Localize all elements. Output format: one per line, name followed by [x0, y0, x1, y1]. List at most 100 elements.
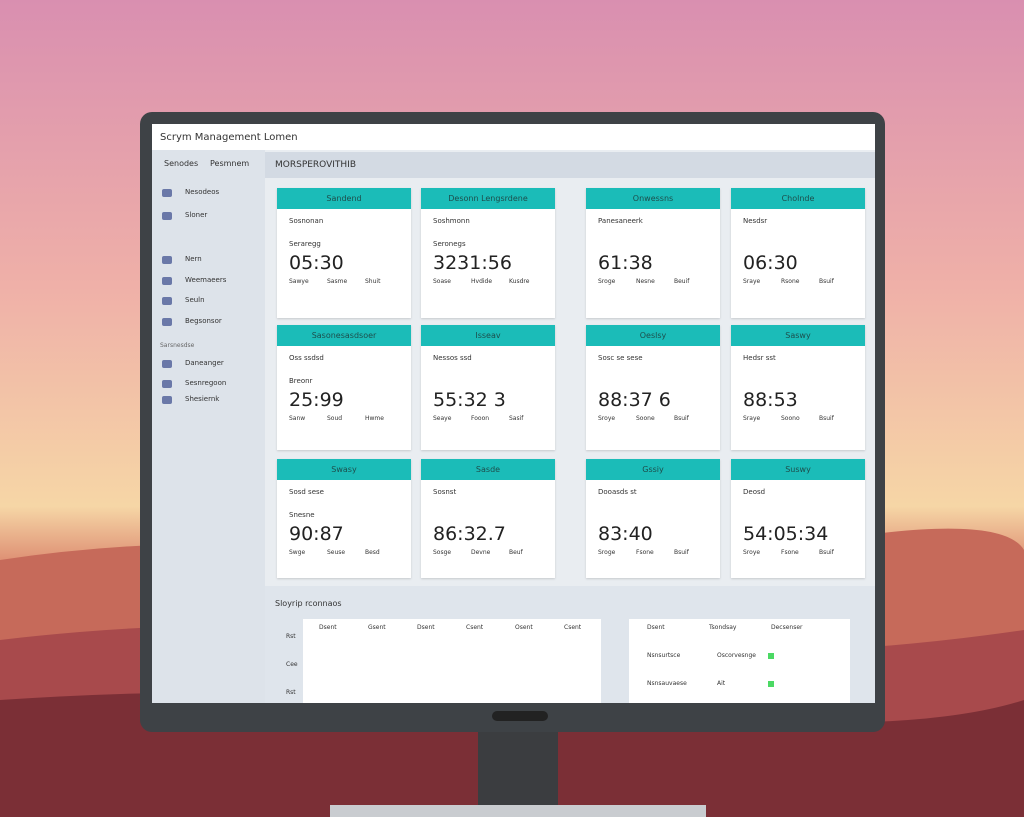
table-header: Decsenser — [771, 624, 803, 631]
card-subtitle: Deosd — [743, 488, 766, 496]
status-dot — [768, 681, 774, 687]
sidebar-icon — [162, 189, 172, 197]
right-table — [629, 619, 850, 703]
card: Desonn Lengsrdene Soshmonn Seronegs 3231:56… — [421, 188, 555, 318]
card-footer-item: Sraye — [743, 278, 761, 285]
sidebar-item[interactable]: Nern — [185, 255, 202, 263]
card: Isseav Nessos ssd 55:32 3 Seaye Fooon Sasif — [421, 325, 555, 450]
table-cell: Nsnsauvaese — [647, 680, 687, 687]
table-header: Gsent — [368, 624, 386, 631]
card-header: Sasde — [421, 459, 555, 480]
card-header: Isseav — [421, 325, 555, 346]
table-header: Dsent — [417, 624, 435, 631]
card-footer-item: Bsuif — [674, 415, 689, 422]
table-cell: Ait — [717, 680, 726, 687]
sidebar-tab: Senodes — [164, 159, 199, 168]
table-cell: Oscorvesnge — [717, 652, 756, 659]
card-footer-item: Sosge — [433, 549, 452, 556]
sidebar-item[interactable]: Nesodeos — [185, 188, 220, 196]
card-subtitle: Nessos ssd — [433, 354, 472, 362]
card-header: Cholnde — [731, 188, 865, 209]
table-header: Tsondsay — [709, 624, 737, 631]
card-label: Seraregg — [289, 240, 321, 248]
card: Cholnde Nesdsr 06:30 Sraye Rsone Bsuif — [731, 188, 865, 318]
card-footer-item: Swge — [289, 549, 306, 556]
card-value: 88:53 — [743, 389, 798, 411]
sidebar-item[interactable]: Seuln — [185, 296, 205, 304]
table-header: Dsent — [647, 624, 665, 631]
card-footer-item: Hwme — [365, 415, 384, 422]
table-cell: Nsnsurtsce — [647, 652, 681, 659]
sidebar-section: Sarsnesdse — [160, 342, 195, 349]
card-footer-item: Hvdide — [471, 278, 493, 285]
table-header: Csent — [564, 624, 582, 631]
app-title: Scrym Management Lomen — [160, 132, 298, 143]
sidebar-icon — [162, 360, 172, 368]
card-footer-item: Shuit — [365, 278, 381, 285]
sidebar-tab: Pesmnem — [210, 159, 250, 168]
card-footer-item: Soone — [636, 415, 655, 422]
card-footer-item: Kusdre — [509, 278, 530, 285]
card-value: 83:40 — [598, 523, 653, 545]
title-bar — [152, 124, 875, 150]
card-footer-item: Nesne — [636, 278, 655, 285]
card-footer-item: Bsuif — [819, 278, 834, 285]
sidebar-item[interactable]: Begsonsor — [185, 317, 222, 325]
card: Saswy Hedsr sst 88:53 Sraye Soono Bsuif — [731, 325, 865, 450]
card-footer-item: Sroge — [598, 278, 616, 285]
card-subtitle: Hedsr sst — [743, 354, 776, 362]
left-table — [303, 619, 601, 703]
sidebar-item[interactable]: Shesiernk — [185, 395, 220, 403]
content-title: MORSPEROVITHIB — [275, 160, 357, 170]
card: Oeslsy Sosc se sese 88:37 6 Sroye Soone Bsuif — [586, 325, 720, 450]
card-header: Onwessns — [586, 188, 720, 209]
card-value: 86:32.7 — [433, 523, 506, 545]
card-header: Oeslsy — [586, 325, 720, 346]
card-footer-item: Sroye — [743, 549, 761, 556]
card-footer-item: Seuse — [327, 549, 346, 556]
sidebar-icon — [162, 256, 172, 264]
card-footer-item: Sasme — [327, 278, 348, 285]
sidebar-icon — [162, 318, 172, 326]
status-dot — [768, 653, 774, 659]
card-label: Breonr — [289, 377, 313, 385]
card-header: Desonn Lengsrdene — [421, 188, 555, 209]
sidebar — [152, 150, 265, 703]
sidebar-item[interactable]: Sesnregoon — [185, 379, 227, 387]
card-subtitle: Dooasds st — [598, 488, 637, 496]
sidebar-item[interactable]: Daneanger — [185, 359, 224, 367]
card-label: Snesne — [289, 511, 315, 519]
card-footer-item: Soud — [327, 415, 343, 422]
card-footer-item: Fsone — [636, 549, 654, 556]
card-value: 90:87 — [289, 523, 344, 545]
sidebar-item[interactable]: Sloner — [185, 211, 208, 219]
sidebar-item[interactable]: Weemaeers — [185, 276, 227, 284]
row-label: Rst — [286, 633, 296, 640]
bottom-title: Sloyrip rconnaos — [275, 599, 342, 608]
sidebar-icon — [162, 380, 172, 388]
card-header: Suswy — [731, 459, 865, 480]
card-footer-item: Sanw — [289, 415, 306, 422]
card-footer-item: Sroge — [598, 549, 616, 556]
card-footer-item: Bsuif — [819, 415, 834, 422]
sidebar-icon — [162, 297, 172, 305]
card-footer-item: Beuif — [674, 278, 690, 285]
sidebar-icon — [162, 277, 172, 285]
card: Gssiy Dooasds st 83:40 Sroge Fsone Bsuif — [586, 459, 720, 578]
sidebar-icon — [162, 396, 172, 404]
card-value: 25:99 — [289, 389, 344, 411]
card: Onwessns Panesaneerk 61:38 Sroge Nesne Beuif — [586, 188, 720, 318]
card-footer-item: Seaye — [433, 415, 452, 422]
card: Sasde Sosnst 86:32.7 Sosge Devne Beuf — [421, 459, 555, 578]
card-value: 61:38 — [598, 252, 653, 274]
card: Swasy Sosd sese Snesne 90:87 Swge Seuse Besd — [277, 459, 411, 578]
card-footer-item: Beuf — [509, 549, 523, 556]
card-subtitle: Nesdsr — [743, 217, 768, 225]
card-subtitle: Oss ssdsd — [289, 354, 324, 362]
card-footer-item: Soono — [781, 415, 800, 422]
card-value: 55:32 3 — [433, 389, 506, 411]
card-footer-item: Rsone — [781, 278, 800, 285]
card-footer-item: Sawye — [289, 278, 309, 285]
card-footer-item: Fooon — [471, 415, 490, 422]
card-header: Sasonesasdsoer — [277, 325, 411, 346]
